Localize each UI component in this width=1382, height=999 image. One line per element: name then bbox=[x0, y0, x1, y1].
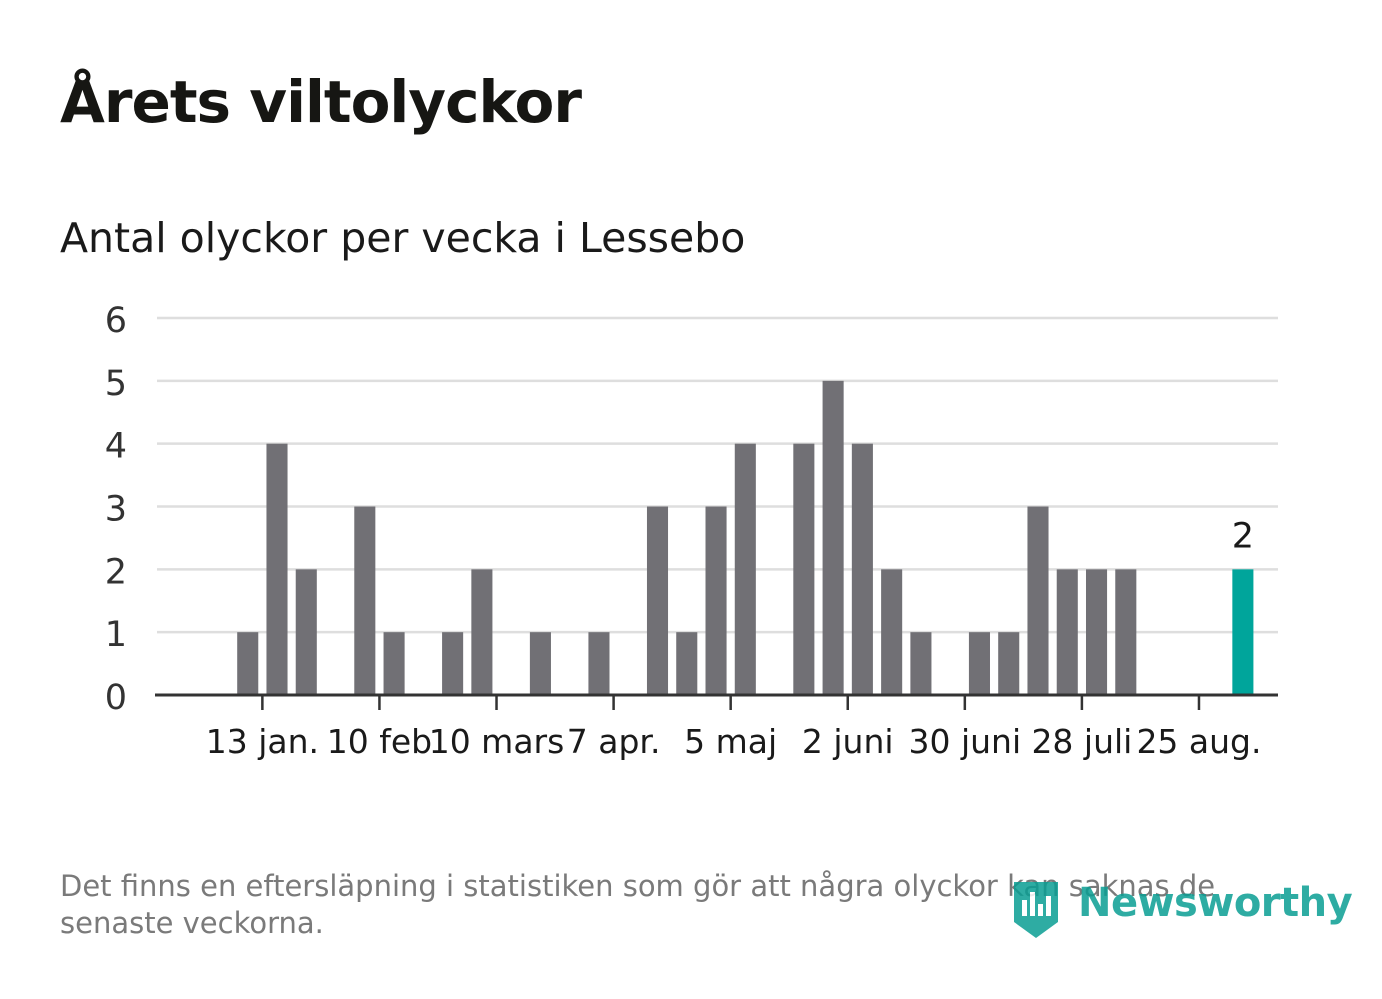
newsworthy-logo: Newsworthy bbox=[1010, 878, 1353, 940]
bar bbox=[793, 443, 815, 695]
chart-subtitle: Antal olyckor per vecka i Lessebo bbox=[60, 214, 746, 262]
y-tick-label: 1 bbox=[105, 615, 127, 655]
axes bbox=[155, 693, 1278, 710]
bar bbox=[705, 506, 727, 695]
y-tick-label: 5 bbox=[105, 364, 127, 404]
newsworthy-logo-icon bbox=[1014, 882, 1058, 938]
y-tick-label: 4 bbox=[105, 427, 127, 467]
bar bbox=[588, 632, 610, 695]
x-tick-label: 10 mars bbox=[429, 722, 565, 761]
bar bbox=[1115, 569, 1137, 695]
bar bbox=[1085, 569, 1108, 695]
bar bbox=[1056, 569, 1078, 695]
x-tick-label: 28 juli bbox=[1031, 722, 1132, 761]
bar bbox=[851, 443, 873, 695]
y-tick-label: 3 bbox=[105, 490, 127, 530]
brand-name: Newsworthy bbox=[1078, 880, 1353, 926]
bar bbox=[471, 569, 493, 695]
bar-highlight bbox=[1232, 569, 1254, 695]
bar bbox=[910, 632, 932, 695]
data-label: 2 bbox=[1232, 516, 1254, 556]
x-tick-label: 5 maj bbox=[684, 722, 777, 761]
bar bbox=[295, 569, 317, 695]
bar bbox=[383, 632, 405, 695]
bar bbox=[998, 632, 1020, 695]
bar bbox=[442, 632, 464, 695]
bars bbox=[237, 380, 1254, 695]
chart-title: Årets viltolyckor bbox=[60, 68, 582, 136]
bar bbox=[237, 632, 259, 695]
bar bbox=[266, 443, 288, 695]
bar bbox=[881, 569, 903, 695]
y-tick-label: 0 bbox=[105, 678, 127, 718]
x-tick-label: 7 apr. bbox=[567, 722, 661, 761]
bar bbox=[822, 380, 844, 695]
x-tick-label: 30 juni bbox=[908, 722, 1021, 761]
y-tick-label: 6 bbox=[105, 301, 127, 341]
x-tick-label: 2 juni bbox=[802, 722, 894, 761]
x-tick-label: 10 feb bbox=[327, 722, 432, 761]
bar bbox=[734, 443, 756, 695]
bar bbox=[1027, 506, 1049, 695]
bar bbox=[354, 506, 376, 695]
bar bbox=[676, 632, 698, 695]
x-tick-label: 13 jan. bbox=[206, 722, 319, 761]
x-tick-label: 25 aug. bbox=[1136, 722, 1261, 761]
bar bbox=[646, 506, 669, 695]
bar bbox=[968, 632, 990, 695]
y-tick-label: 2 bbox=[105, 552, 127, 592]
bar bbox=[529, 632, 551, 695]
